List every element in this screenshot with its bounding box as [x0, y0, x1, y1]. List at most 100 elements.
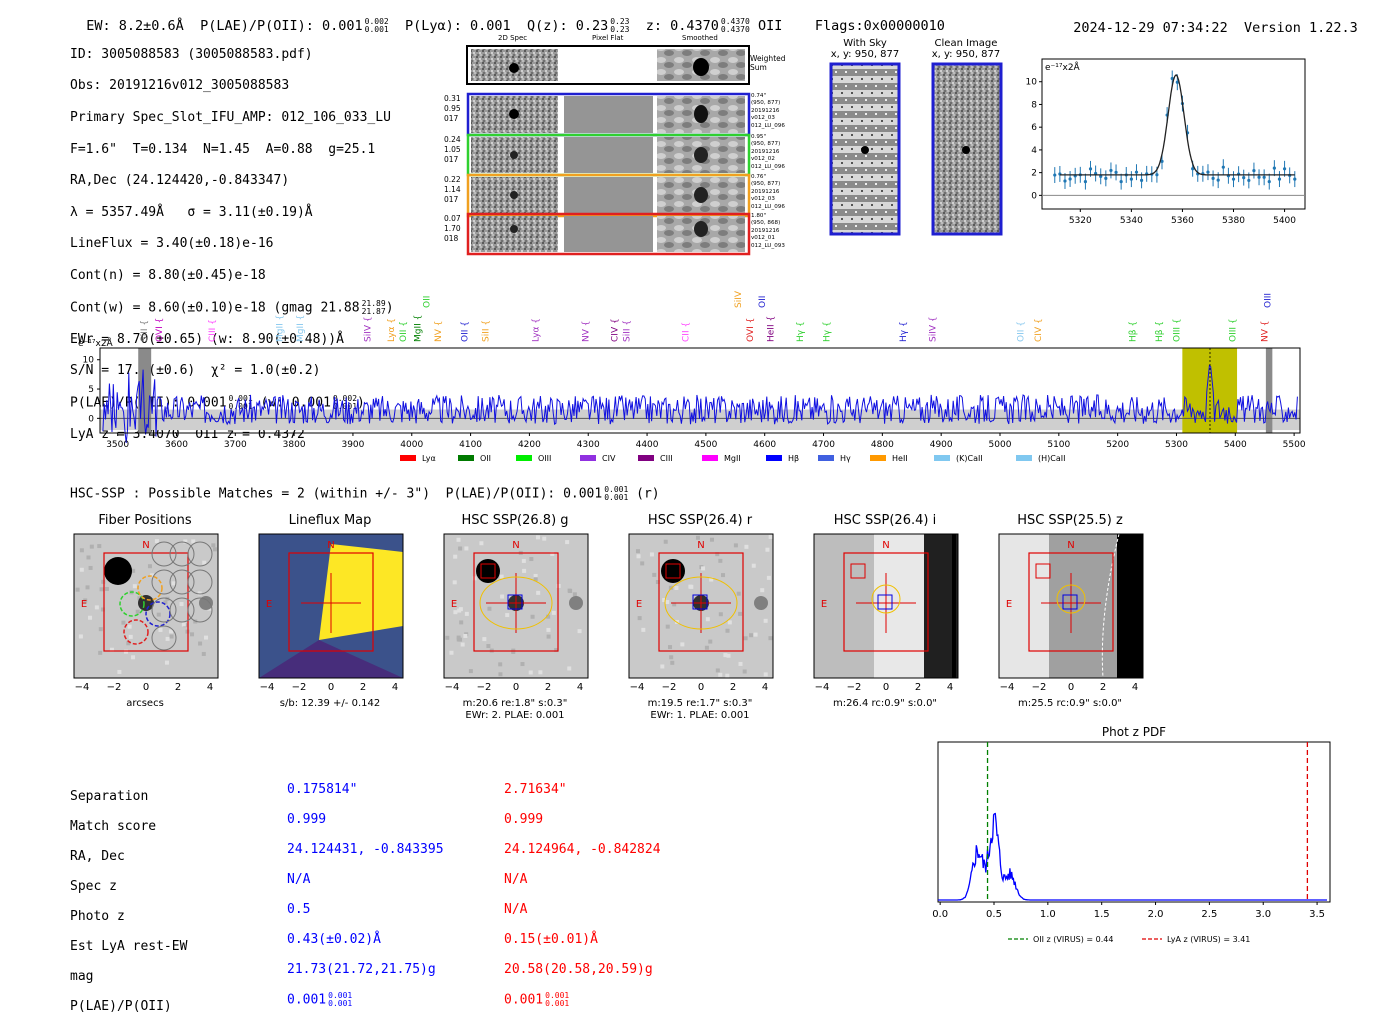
- hsc-noise-pixel: [536, 590, 541, 595]
- m1-photoz: 0.5: [287, 902, 311, 917]
- hsc-noise-pixel: [765, 547, 770, 552]
- m1-score: 0.999: [287, 812, 327, 827]
- lineflux-region: [259, 640, 403, 678]
- hsc-noise-pixel: [197, 591, 202, 596]
- hsc-noise-pixel: [572, 592, 577, 597]
- hsc-summary-text: HSC-SSP : Possible Matches = 2 (within +…: [70, 486, 603, 502]
- hsc-x-tick-label: −2: [1032, 682, 1047, 693]
- fiber-circle: [151, 569, 177, 595]
- hsc-panel-image: NE−44−22002−24−4: [443, 533, 589, 693]
- cutout-left-value: 0.22: [444, 175, 461, 184]
- legend-swatch: [516, 455, 532, 461]
- spectrum-line-label: OIII {: [1172, 318, 1182, 342]
- photz-pdf-curve: [938, 812, 1327, 901]
- cutout-panel: [466, 45, 751, 256]
- clean-image: [931, 62, 1003, 236]
- compass-east: E: [266, 599, 272, 610]
- spectrum-x-tick-label: 4600: [753, 440, 776, 450]
- hsc-noise-pixel: [763, 672, 768, 677]
- hsc-noise-pixel: [669, 655, 674, 660]
- detection-info: ID: 3005088583 (3005088583.pdf) Obs: 201…: [70, 31, 394, 459]
- hsc-noise-pixel: [668, 645, 673, 650]
- spectrum-line-label: Lyα {: [387, 318, 397, 342]
- hsc-panel-title: HSC SSP(26.8) g: [461, 513, 569, 528]
- qz-hi: 0.23: [610, 17, 630, 26]
- m2-lya-ew: 0.15(±0.01)Å: [504, 932, 598, 947]
- hsc-noise-pixel: [742, 669, 747, 674]
- zoom-y-tick-label: 8: [1031, 100, 1037, 110]
- hsc-search-box: [843, 552, 929, 652]
- spectrum-line-label: SiII {: [140, 320, 150, 342]
- flags-value: Flags:0x00000010: [814, 18, 945, 34]
- hsc-noise-pixel: [88, 565, 93, 570]
- hsc-panel-caption-2: EWr: 2. PLAE: 0.001: [465, 710, 565, 721]
- hsc-noise-pixel: [75, 587, 80, 592]
- zoom-frame: [1041, 58, 1306, 210]
- legend-swatch: [458, 455, 474, 461]
- cutout-right-value: (950, 877): [751, 181, 781, 188]
- zoom-data-point: [1083, 180, 1088, 184]
- photz-x-tick-label: 2.5: [1201, 909, 1217, 920]
- hsc-noise-pixel: [641, 627, 646, 632]
- hsc-noise-pixel: [164, 660, 169, 665]
- spectrum-x-tick-label: 4300: [577, 440, 600, 450]
- hsc-noise-pixel: [464, 546, 469, 551]
- zoom-data-point: [1053, 173, 1057, 177]
- hsc-noise-pixel: [709, 577, 714, 582]
- hsc-noise-pixel: [468, 669, 473, 674]
- hsc-bright-source: [661, 559, 685, 583]
- zoom-x-tick-label: 5380: [1222, 216, 1245, 226]
- hsc-noise-pixel: [738, 661, 743, 666]
- zoom-data-point: [1134, 170, 1139, 174]
- cutout-left-value: 0.95: [444, 104, 461, 113]
- zoom-data-point: [1221, 165, 1225, 169]
- hsc-noise-pixel: [652, 572, 657, 577]
- m1-plae-hi: 0.001: [328, 991, 353, 1000]
- cutout-row-1-left: 0.31 0.95 017: [444, 94, 461, 124]
- legend-swatch: [934, 455, 950, 461]
- hsc-noise-pixel: [766, 575, 771, 580]
- hsc-noise-pixel: [660, 664, 665, 669]
- legend-label: MgII: [724, 454, 741, 463]
- hsc-noise-pixel: [529, 557, 534, 562]
- hsc-noise-pixel: [705, 617, 710, 622]
- zoom-x-tick-label: 5320: [1069, 216, 1092, 226]
- hsc-noise-pixel: [738, 611, 743, 616]
- fiber-circle: [119, 591, 145, 617]
- hsc-noise-pixel: [457, 608, 462, 613]
- contw-lo: 21.87: [361, 306, 386, 316]
- hsc-noise-pixel: [464, 611, 469, 616]
- clean-image-coords: x, y: 950, 877: [931, 49, 1001, 60]
- info-ewr: EWr = 8.70(±0.65) (w: 8.90(±0.48))Å: [70, 331, 344, 347]
- zoom-data-point: [1247, 178, 1251, 183]
- hsc-x-tick-label: 2: [175, 682, 181, 693]
- plya-value: P(Lyα): 0.001: [405, 18, 511, 34]
- hsc-noise-pixel: [725, 673, 730, 678]
- hsc-bright-source: [104, 557, 132, 585]
- hsc-panel-caption: m:26.4 rc:0.9" s:0.0": [832, 698, 938, 709]
- hsc-search-box: [473, 552, 559, 652]
- hsc-noise-pixel: [88, 615, 93, 620]
- hsc-noise-pixel: [463, 633, 468, 638]
- timestamp-version: 2024-12-29 07:34:22 Version 1.22.3: [1057, 4, 1358, 36]
- hsc-panel-caption: arcsecs: [126, 698, 164, 709]
- zoom-data-point: [1104, 176, 1108, 180]
- cutout-row-4: [466, 212, 751, 256]
- spectrum-noise-band: [100, 409, 1300, 431]
- fiber-circle: [151, 541, 177, 567]
- hsc-x-tick-label: −2: [662, 682, 677, 693]
- hsc-x-tick-label: −4: [630, 682, 645, 693]
- spectrum-x-tick-label: 4100: [459, 440, 482, 450]
- label-separation: Separation: [70, 789, 149, 804]
- zoom-data-point: [1155, 173, 1159, 177]
- spectrum-x-tick-label: 5200: [1106, 440, 1129, 450]
- hsc-noise-pixel: [126, 641, 131, 646]
- cutout-right-value: 0.95": [751, 134, 767, 140]
- legend-swatch: [638, 455, 654, 461]
- hsc-search-box: [658, 552, 744, 652]
- cutout-right-value: 20191216: [751, 148, 780, 155]
- hsc-target-source: [138, 595, 154, 611]
- hsc-x-tick-label: 4: [762, 682, 768, 693]
- hsc-noise-pixel: [554, 648, 559, 653]
- cutout-right-value: (950, 868): [751, 220, 781, 227]
